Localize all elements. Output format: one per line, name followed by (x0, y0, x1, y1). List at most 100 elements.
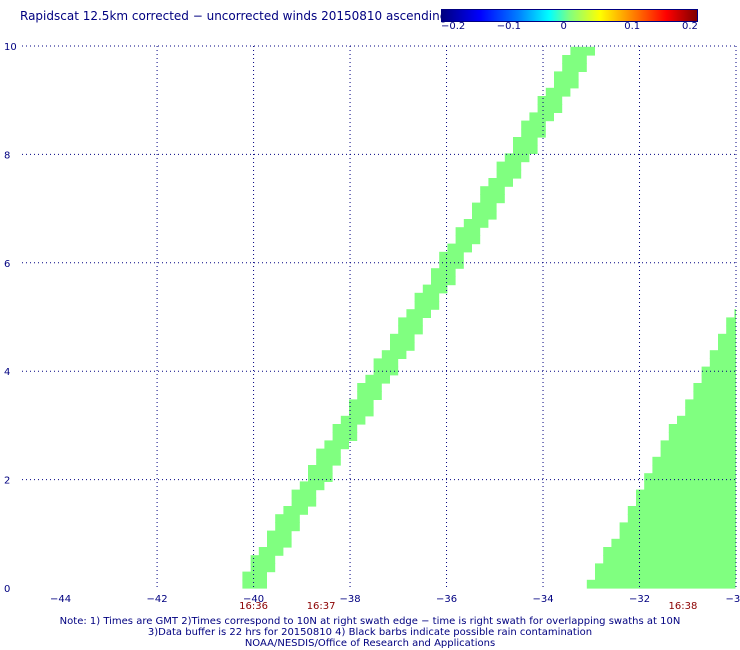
swath-cell (537, 96, 563, 105)
swath-cell (709, 358, 736, 368)
swath-cell (250, 563, 276, 573)
swath-cell (472, 210, 497, 220)
swath-cell (267, 538, 292, 548)
swath-cell (554, 79, 579, 89)
y-tick-label: 6 (4, 259, 10, 270)
swath-cell (652, 465, 736, 474)
colorbar (441, 9, 698, 22)
swath-cell (431, 276, 456, 286)
swath-cell (488, 178, 513, 187)
swath-cell (513, 145, 538, 154)
swath-cell (545, 87, 571, 97)
swath-cell (267, 530, 292, 540)
swath-cell (718, 333, 736, 343)
swath-cell (611, 538, 736, 548)
y-tick-label: 8 (4, 150, 10, 161)
swath-cell (619, 530, 736, 540)
swath-cell (496, 169, 522, 179)
swath-cell (316, 456, 341, 466)
swath-cell (373, 366, 399, 376)
swath-cell (308, 465, 333, 474)
swath-cell (242, 571, 267, 581)
swath-cell (373, 358, 399, 368)
y-tick-label: 4 (4, 367, 10, 378)
swath-cell (324, 440, 349, 450)
y-tick-label: 10 (4, 42, 17, 53)
swath-cell (291, 497, 317, 507)
swath-cell (439, 260, 464, 269)
swath-cell (644, 473, 736, 482)
colorbar-tick-label: 0.2 (682, 21, 698, 32)
swath-cell (668, 432, 736, 441)
swath-cell (726, 325, 736, 335)
swath-cell (357, 391, 382, 400)
swath-cell (480, 194, 505, 204)
swath-cell (537, 104, 563, 113)
swath-cell (668, 424, 736, 433)
swath-cell (660, 440, 736, 450)
swath-cell (636, 489, 736, 499)
swath-cell (693, 391, 736, 400)
swath-cell (332, 432, 358, 441)
swath-cell (422, 284, 448, 294)
swath-cell (726, 317, 736, 327)
swath-cell (480, 186, 505, 195)
swath-cell (554, 71, 579, 81)
swath-cell (447, 243, 472, 253)
y-tick-label: 0 (4, 584, 10, 595)
swath-cell (463, 219, 489, 228)
swath-cell (357, 383, 382, 392)
swath-cell (685, 407, 736, 417)
swath-cell (627, 506, 736, 515)
y-tick-label: 2 (4, 476, 10, 487)
swath-cell (439, 251, 464, 261)
swath-cell (258, 547, 284, 556)
swath-cell (365, 374, 390, 384)
x-tick-label: −34 (532, 594, 553, 605)
swath-cell (496, 161, 522, 171)
swath-cell (529, 112, 554, 122)
swath-cell (685, 399, 736, 409)
colorbar-tick-label: −0.2 (441, 21, 466, 32)
x-tick-label: −44 (50, 594, 71, 605)
swath-cell (504, 153, 530, 163)
x-tick-label: −40 (243, 594, 264, 605)
swath-cell (595, 571, 736, 581)
swath-cell (431, 268, 456, 277)
swath-cell (677, 415, 736, 425)
swath-cell (586, 579, 736, 589)
x-tick-label: −42 (147, 594, 168, 605)
swath-cell (242, 579, 267, 589)
swath-cell (283, 506, 308, 515)
swath-cell (644, 481, 736, 491)
colorbar-tick-label: −0.1 (496, 21, 522, 32)
x-tick-label: −36 (436, 594, 457, 605)
x-tick-label: −32 (629, 594, 650, 605)
swath-cell (332, 424, 358, 433)
swath-cell (595, 563, 736, 573)
colorbar-tick-label: 0 (560, 21, 567, 32)
x-tick-label: −38 (339, 594, 360, 605)
swath-cell (414, 292, 440, 302)
swath-cell (603, 547, 736, 556)
swath-cell (275, 514, 300, 523)
swath-cell (562, 63, 587, 72)
swath-cell (718, 342, 736, 351)
swath-cell (455, 235, 481, 245)
time-label: 16:37 (307, 601, 336, 610)
map-plot: −44 −42 −40 −38 −36 −34 −32 −30 0 2 4 6 8 10 16:36 16:3… (4, 42, 740, 610)
swath-cell (316, 448, 341, 458)
footer-note-1: Note: 1) Times are GMT 2)Times correspon… (59, 616, 681, 627)
swath-cell (513, 137, 538, 146)
swath-cell (627, 514, 736, 523)
swath-cell (414, 301, 440, 310)
swath-cell (390, 342, 415, 351)
swath-cell (308, 473, 333, 482)
swath-cell (570, 46, 595, 56)
swath-cell (660, 448, 736, 458)
swath-cell (603, 555, 736, 564)
swath-cell (472, 202, 497, 212)
swath-cell (349, 399, 374, 409)
swath-cell (250, 555, 276, 564)
swath-cell (521, 128, 546, 138)
